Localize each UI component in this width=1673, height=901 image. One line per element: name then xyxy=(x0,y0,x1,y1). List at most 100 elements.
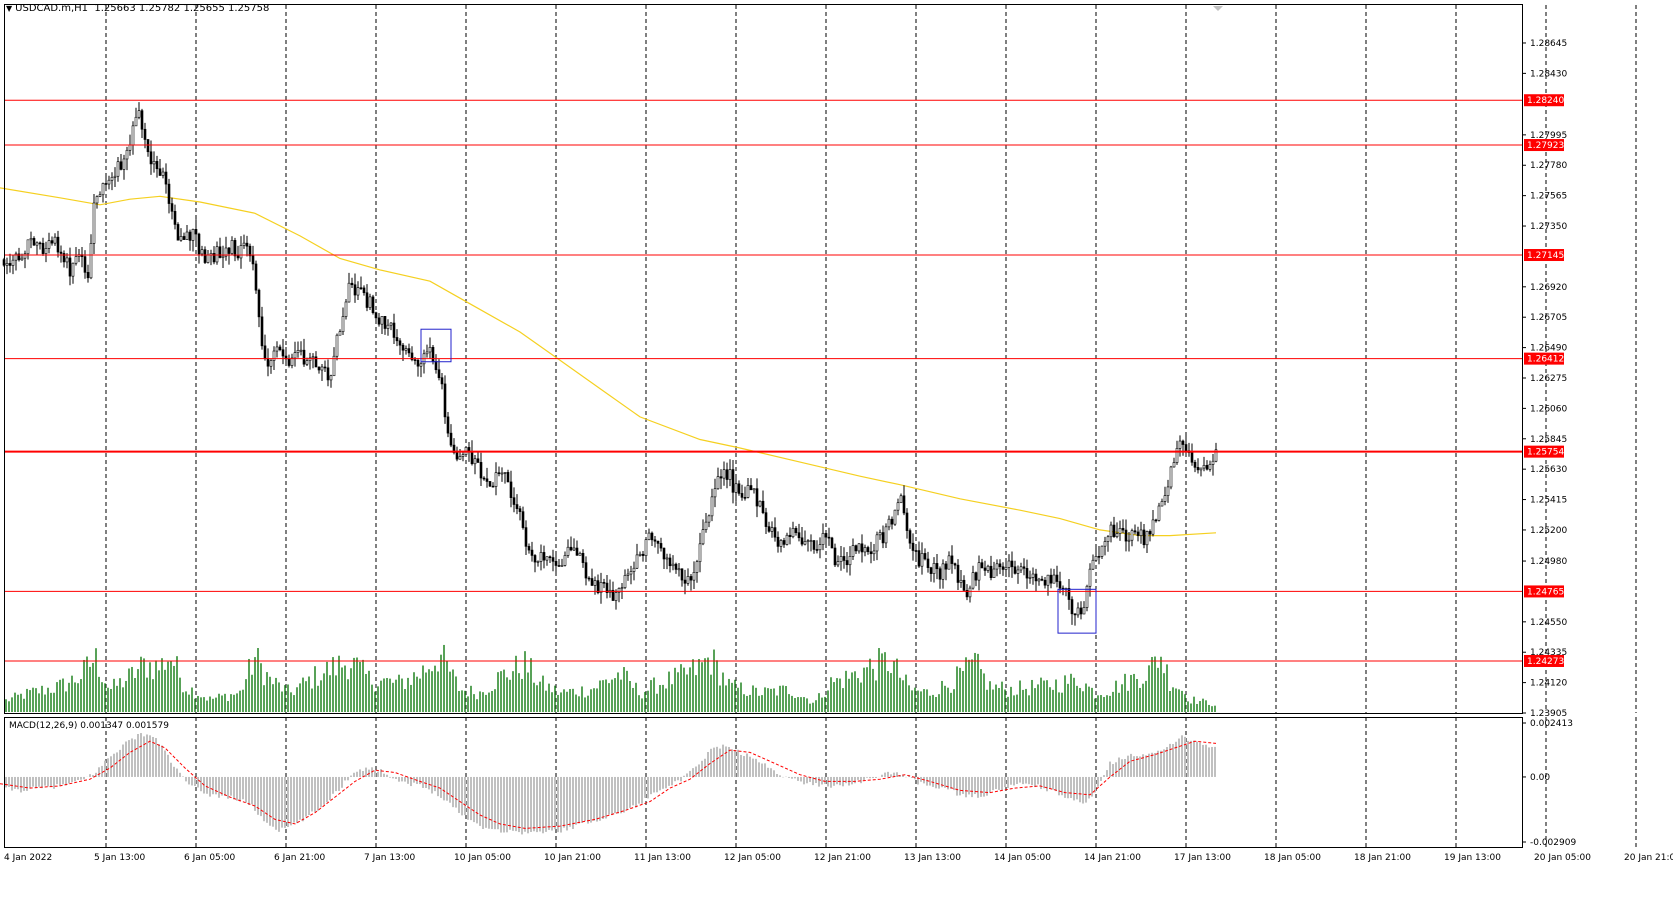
candle-body xyxy=(848,556,852,566)
annotation-box[interactable] xyxy=(420,328,452,363)
y-axis-tick-label: 1.24980 xyxy=(1530,557,1567,567)
x-axis-tick-label: 19 Jan 13:00 xyxy=(1444,853,1501,863)
candle-body xyxy=(1154,519,1158,522)
annotation-box[interactable] xyxy=(1057,588,1097,634)
candle-body xyxy=(512,497,516,505)
candle-body xyxy=(362,287,366,294)
candle-body xyxy=(1094,556,1098,561)
candle-body xyxy=(446,416,450,434)
candle-body xyxy=(1157,505,1161,521)
candle-body xyxy=(161,171,165,176)
candle-body xyxy=(635,554,639,569)
candle-body xyxy=(662,547,666,560)
x-axis-tick-label: 6 Jan 05:00 xyxy=(184,853,236,863)
candle-body xyxy=(986,565,990,571)
candle-body xyxy=(302,349,306,365)
candle-body xyxy=(476,458,480,463)
candle-body xyxy=(869,551,873,555)
candle-body xyxy=(1085,585,1089,608)
candle-body xyxy=(704,521,708,530)
candle-body xyxy=(1148,531,1152,535)
candle-body xyxy=(176,224,180,241)
candle-body xyxy=(395,337,399,342)
candle-body xyxy=(527,546,531,551)
x-axis-tick-label: 14 Jan 21:00 xyxy=(1084,853,1141,863)
frame-layer xyxy=(4,4,1523,848)
candle-body xyxy=(53,236,57,244)
x-axis-tick-label: 20 Jan 21:00 xyxy=(1624,853,1673,863)
x-axis-tick-label: 4 Jan 2022 xyxy=(4,853,52,863)
candle-body xyxy=(809,540,813,542)
candle-body xyxy=(614,592,618,601)
candle-body xyxy=(479,462,483,479)
candle-body xyxy=(1046,574,1050,586)
candle-body xyxy=(638,553,642,556)
dropdown-arrow-icon[interactable]: ▼ xyxy=(6,4,13,13)
candle-body xyxy=(767,526,771,532)
candle-body xyxy=(365,292,369,308)
chart-shift-marker-icon[interactable] xyxy=(1213,6,1223,11)
candle-body xyxy=(509,481,513,498)
candle-body xyxy=(440,377,444,385)
candle-body xyxy=(617,588,621,593)
candle-body xyxy=(707,515,711,523)
y-axis-tick-label: 1.28430 xyxy=(1530,69,1567,79)
price-level-label-bg xyxy=(1524,139,1564,152)
candle-body xyxy=(1013,566,1017,574)
candle-body xyxy=(407,348,411,354)
candle-body xyxy=(1088,568,1092,587)
candle-body xyxy=(803,541,807,545)
y-axis-tick-label: 1.24120 xyxy=(1530,679,1567,689)
candle-body xyxy=(1091,559,1095,570)
candle-body xyxy=(1202,465,1206,469)
candle-body xyxy=(854,545,858,552)
candle-body xyxy=(830,537,834,549)
candle-body xyxy=(236,255,240,259)
candle-body xyxy=(116,161,120,177)
candle-body xyxy=(185,231,189,240)
candle-body xyxy=(1208,464,1212,470)
candle-body xyxy=(191,229,195,241)
candle-body xyxy=(1136,531,1140,536)
candle-body xyxy=(977,562,981,581)
candle-body xyxy=(428,346,432,353)
annotation-boxes-layer xyxy=(420,328,1097,634)
y-axis-tick-label: 1.26060 xyxy=(1530,404,1567,414)
candle-body xyxy=(11,259,15,266)
candle-body xyxy=(140,110,144,130)
candle-body xyxy=(557,565,561,567)
candle-body xyxy=(218,246,222,258)
chart-header[interactable]: ▼ USDCAD.m,H1 1.25663 1.25782 1.25655 1.2… xyxy=(6,3,269,14)
candle-body xyxy=(752,488,756,491)
candle-body xyxy=(95,196,99,204)
candle-body xyxy=(554,561,558,566)
candle-body xyxy=(227,247,231,254)
candle-body xyxy=(449,432,453,446)
candle-body xyxy=(197,233,201,255)
candle-body xyxy=(647,532,651,540)
candle-body xyxy=(230,240,234,254)
candle-body xyxy=(482,477,486,480)
candle-body xyxy=(653,539,657,542)
x-axis-tick-label: 18 Jan 21:00 xyxy=(1354,853,1411,863)
candle-body xyxy=(1097,556,1101,558)
candle-body xyxy=(992,568,996,579)
candle-body xyxy=(785,534,789,545)
candle-body xyxy=(242,242,246,246)
candle-body xyxy=(683,579,687,584)
candle-body xyxy=(323,366,327,369)
candle-body xyxy=(245,242,249,247)
candle-body xyxy=(203,249,207,263)
candle-body xyxy=(506,472,510,483)
candle-body xyxy=(818,544,822,551)
candle-body xyxy=(413,359,417,361)
candle-body xyxy=(722,469,726,479)
candle-body xyxy=(740,493,744,498)
candle-body xyxy=(152,161,156,165)
candle-body xyxy=(1010,560,1014,568)
candle-body xyxy=(1172,462,1176,468)
candle-body xyxy=(566,546,570,556)
candle-body xyxy=(1142,529,1146,546)
